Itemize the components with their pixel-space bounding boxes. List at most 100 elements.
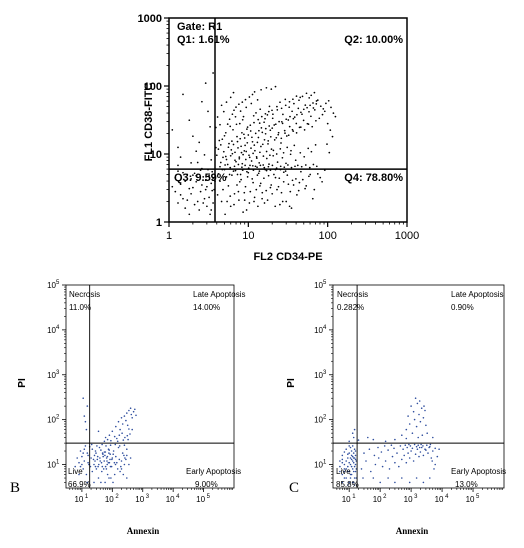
panel-c-data-point xyxy=(343,470,346,473)
panel-c-data-point xyxy=(347,470,349,473)
panel-a-data-point xyxy=(171,129,174,131)
panel-c-data-point xyxy=(352,452,355,454)
panel-c-x-tick-exponent: 3 xyxy=(414,494,418,500)
panel-a-data-point xyxy=(319,176,322,179)
panel-a-y-axis-label: FL1 CD38-FITC xyxy=(143,83,155,162)
panel-a-data-point xyxy=(275,136,278,139)
panel-a-data-point xyxy=(259,182,262,185)
panel-a-data-point xyxy=(188,187,191,190)
panel-c-x-tick-exponent: 2 xyxy=(383,494,387,500)
panel-a-data-point xyxy=(243,133,245,136)
panel-a-data-point xyxy=(274,85,277,88)
panel-a-data-point xyxy=(265,157,268,160)
panel-a-data-point xyxy=(267,143,269,145)
panel-b-data-point xyxy=(134,408,136,411)
panel-b-data-point xyxy=(96,458,99,461)
panel-a-data-point xyxy=(312,107,315,109)
panel-a-data-point xyxy=(179,156,182,158)
panel-a-data-point xyxy=(259,151,261,154)
panel-a-data-point xyxy=(232,170,235,172)
panel-a-data-point xyxy=(241,162,244,165)
panel-c-x-tick-label: 10 xyxy=(342,495,351,504)
panel-a-data-point xyxy=(296,113,298,116)
panel-b-data-point xyxy=(118,458,121,461)
panel-c-data-point xyxy=(429,477,431,479)
panel-a-data-point xyxy=(253,91,256,93)
panel-a-data-point xyxy=(308,166,311,169)
panel-b-data-point xyxy=(84,420,87,423)
panel-a-data-point xyxy=(219,123,221,126)
panel-c-data-point xyxy=(405,428,408,431)
panel-b-data-point xyxy=(115,455,117,458)
panel-a-data-point xyxy=(268,163,270,165)
panel-a-data-point xyxy=(274,176,277,179)
panel-a-q4-label: Q4: 78.80% xyxy=(344,172,403,184)
panel-a-data-point xyxy=(257,136,260,139)
panel-a-data-point xyxy=(201,100,203,103)
panel-c-necrosis-title: Necrosis xyxy=(337,290,368,299)
panel-a-q2-label: Q2: 10.00% xyxy=(344,34,403,46)
panel-c-data-point xyxy=(343,468,346,470)
panel-b-data-point xyxy=(78,473,80,476)
panel-a-data-point xyxy=(253,196,256,199)
panel-a-data-point xyxy=(248,156,251,159)
panel-c-data-point xyxy=(349,477,352,479)
panel-c-data-point xyxy=(348,452,351,454)
panel-a-data-point xyxy=(321,113,324,116)
panel-b-x-tick-exponent: 5 xyxy=(207,494,211,500)
panel-c-y-tick-exponent: 2 xyxy=(323,415,327,421)
panel-c-data-point xyxy=(407,415,409,417)
panel-c-data-point xyxy=(347,453,349,456)
panel-c-data-point xyxy=(345,477,348,479)
panel-c-data-point xyxy=(341,481,344,484)
panel-b-data-point xyxy=(126,448,128,451)
panel-a-data-point xyxy=(234,151,236,154)
panel-b-data-point xyxy=(123,463,126,466)
panel-a-data-point xyxy=(261,131,264,134)
panel-a-y-tick-label: 10 xyxy=(150,149,162,161)
panel-a-data-point xyxy=(249,164,251,167)
panel-a-data-point xyxy=(245,150,248,153)
panel-c-data-point xyxy=(418,446,421,449)
panel-a-data-point xyxy=(299,126,302,128)
panel-a-data-point xyxy=(201,184,203,186)
panel-b-data-point xyxy=(126,412,128,414)
panel-a-data-point xyxy=(263,166,266,169)
panel-b-x-tick-label: 10 xyxy=(74,495,83,504)
panel-b-data-point xyxy=(83,415,86,417)
panel-b-data-point xyxy=(98,446,101,449)
panel-a-data-point xyxy=(216,194,219,196)
panel-a-data-point xyxy=(248,154,250,157)
panel-a-data-point xyxy=(261,143,264,146)
panel-a-data-point xyxy=(182,93,184,96)
panel-b-data-point xyxy=(79,450,82,452)
panel-a-data-point xyxy=(295,95,298,97)
panel-b-necrosis-value: 11.0% xyxy=(69,303,91,312)
panel-a-data-point xyxy=(249,130,252,132)
panel-c-data-point xyxy=(348,440,351,443)
panel-a-data-point xyxy=(211,189,214,192)
panel-b-data-point xyxy=(78,461,80,464)
panel-a-data-point xyxy=(202,176,205,178)
panel-a-data-point xyxy=(226,123,229,125)
panel-a-data-point xyxy=(265,189,268,192)
panel-a-data-point xyxy=(238,103,240,106)
panel-c-y-tick-label: 10 xyxy=(314,416,323,425)
panel-c-data-point xyxy=(365,460,367,462)
panel-b-data-point xyxy=(94,460,96,462)
panel-a-data-point xyxy=(276,188,278,191)
panel-a-data-point xyxy=(244,144,246,147)
panel-a-data-point xyxy=(252,152,254,155)
panel-a-data-point xyxy=(225,158,228,161)
panel-a-data-point xyxy=(243,199,246,201)
panel-b-data-point xyxy=(104,436,107,439)
panel-a-data-point xyxy=(277,131,280,134)
panel-a-data-point xyxy=(252,181,254,184)
panel-c-y-tick-exponent: 4 xyxy=(323,325,327,331)
panel-a-data-point xyxy=(230,149,233,151)
panel-a-q3-label: Q3: 9.59% xyxy=(174,172,227,184)
panel-a-data-point xyxy=(235,106,237,108)
panel-c-data-point xyxy=(341,458,344,461)
panel-c-data-point xyxy=(351,481,354,484)
